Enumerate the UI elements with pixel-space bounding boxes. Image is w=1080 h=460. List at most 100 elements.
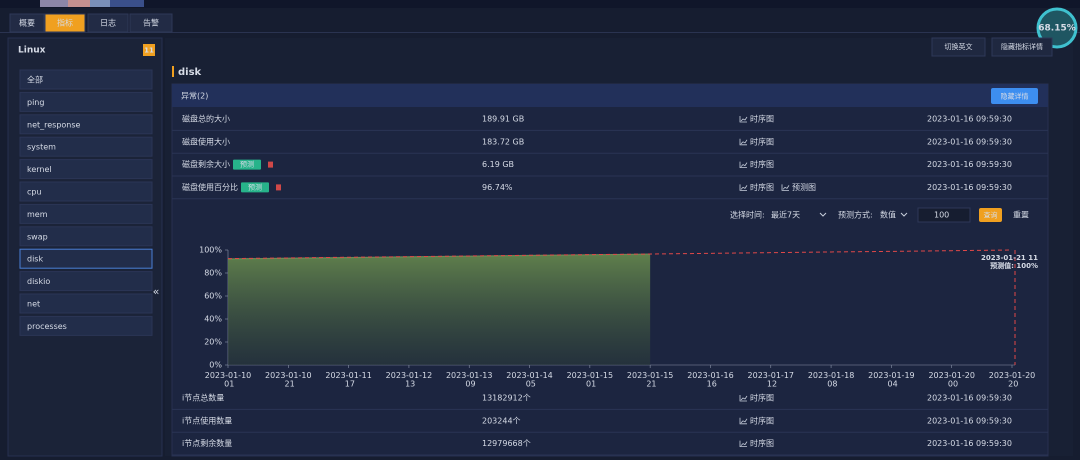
sidebar-item[interactable] [19, 159, 153, 180]
query-button[interactable] [979, 208, 1002, 222]
select-arrow [900, 212, 908, 217]
y-tick-label: 20% [204, 338, 222, 347]
row-link[interactable]: 时序图 [750, 438, 774, 448]
x-tick-label: 2023-01-19 04 [868, 371, 915, 389]
row-value: 12979668个 [482, 439, 531, 448]
x-tick-label: 2023-01-16 16 [687, 371, 734, 389]
row-link[interactable]: 时序图 [750, 136, 774, 146]
time-label: 选择时间: [730, 210, 765, 220]
row-name: 磁盘使用百分比 [182, 182, 238, 192]
row-time: 2023-01-16 09:59:30 [927, 416, 1012, 425]
row-name: 磁盘剩余大小 [182, 159, 230, 169]
x-tick-label: 2023-01-15 01 [567, 371, 614, 389]
sidebar-item-label[interactable]: net [27, 300, 40, 309]
row-time: 2023-01-16 09:59:30 [927, 439, 1012, 448]
sidebar-item[interactable] [19, 91, 153, 112]
chart-icon [740, 395, 748, 401]
y-tick-label: 60% [204, 292, 222, 301]
collapse-details[interactable] [991, 88, 1038, 104]
area [228, 254, 651, 365]
sidebar-item[interactable] [19, 136, 153, 157]
row-name: i节点使用数量 [182, 415, 232, 425]
sidebar-item-label[interactable]: 全部 [27, 75, 43, 85]
y-tick-label: 0% [209, 361, 222, 370]
tab-label[interactable]: 告警 [143, 18, 159, 28]
row-link[interactable]: 时序图 [750, 393, 774, 403]
row-time: 2023-01-16 09:59:30 [927, 115, 1012, 124]
tab-divider [0, 32, 1080, 33]
sidebar-item-label[interactable]: processes [27, 322, 67, 331]
sidebar-item-label[interactable]: kernel [27, 165, 52, 174]
sidebar-title: Linux [18, 46, 46, 56]
tab-label[interactable]: 日志 [100, 18, 116, 28]
y-tick-label: 40% [204, 315, 222, 324]
row-link[interactable]: 时序图 [750, 182, 774, 192]
sidebar-item-label[interactable]: cpu [27, 188, 42, 197]
tag-label: 预测 [240, 160, 254, 169]
row-time: 2023-01-16 09:59:30 [927, 160, 1012, 169]
method-label: 预测方式: [838, 210, 873, 220]
query-label[interactable]: 查询 [984, 211, 998, 220]
sidebar-item-label[interactable]: swap [27, 232, 48, 241]
sidebar-item[interactable] [19, 315, 153, 336]
row-link[interactable]: 预测图 [792, 182, 816, 192]
collapse-button[interactable]: « [153, 285, 160, 298]
sidebar-item[interactable] [19, 271, 153, 292]
reset-button[interactable]: 重置 [1013, 210, 1029, 220]
sidebar-item[interactable] [19, 226, 153, 247]
row-value: 183.72 GB [482, 137, 524, 146]
row-link[interactable]: 时序图 [750, 114, 774, 124]
gauge-value: 68.15% [1038, 24, 1076, 34]
x-tick-label: 2023-01-20 20 [989, 371, 1036, 389]
sidebar-item[interactable] [19, 114, 153, 135]
x-tick-label: 2023-01-10 21 [265, 371, 312, 389]
sidebar-item[interactable] [19, 203, 153, 224]
input[interactable] [917, 207, 971, 223]
row-value: 203244个 [482, 416, 521, 425]
tab[interactable] [129, 13, 173, 33]
tab-label[interactable]: 指标 [57, 18, 73, 28]
chart-icon [782, 185, 790, 190]
toolbar-button-label[interactable]: 隐藏指标详情 [1001, 42, 1043, 51]
sidebar-item[interactable] [19, 293, 153, 314]
x-tick-label: 2023-01-20 00 [928, 371, 975, 389]
row-name: i节点剩余数量 [182, 438, 232, 448]
sidebar-item-label[interactable]: system [27, 143, 56, 152]
sidebar-item-label[interactable]: mem [27, 210, 48, 219]
sidebar-item[interactable] [19, 181, 153, 202]
x-tick-label: 2023-01-17 12 [748, 371, 795, 389]
toolbar-button[interactable] [931, 37, 986, 57]
row-name: i节点总数量 [182, 393, 224, 403]
row-value: 6.19 GB [482, 160, 514, 169]
sidebar-item-label[interactable]: net_response [27, 120, 81, 129]
chart-icon [739, 184, 747, 191]
sidebar-item[interactable] [19, 248, 153, 269]
x-tick-label: 2023-01-13 09 [446, 371, 493, 389]
row-time: 2023-01-16 09:59:30 [927, 137, 1012, 146]
method-select[interactable]: 数值 [880, 210, 896, 220]
chart-icon [739, 138, 747, 146]
row-link[interactable]: 时序图 [750, 159, 774, 169]
forecast-annotation: 2023-01-21 11 [981, 254, 1038, 262]
sidebar-item-label[interactable]: ping [27, 98, 44, 107]
row-link[interactable]: 时序图 [750, 415, 774, 425]
alert-icon [268, 161, 273, 168]
sidebar-item[interactable] [19, 69, 153, 90]
input-value[interactable]: 100 [934, 211, 949, 220]
section-marker [172, 66, 174, 77]
sidebar-item-label[interactable]: disk [27, 255, 43, 264]
tab[interactable] [9, 13, 45, 33]
toolbar-button-label[interactable]: 切换英文 [945, 42, 973, 51]
chart-icon [739, 395, 747, 402]
x-tick-label: 2023-01-14 05 [506, 371, 553, 389]
sidebar-item-label[interactable]: diskio [27, 277, 50, 286]
toolbar-button[interactable] [991, 37, 1053, 57]
row-value: 96.74% [482, 183, 513, 192]
y-tick-label: 100% [199, 246, 222, 255]
tab[interactable] [44, 13, 86, 33]
tab[interactable] [87, 13, 129, 33]
tab-label[interactable]: 概要 [19, 18, 35, 28]
collapse-details-label[interactable]: 隐藏详情 [1001, 92, 1029, 101]
time-select[interactable]: 最近7天 [771, 210, 800, 220]
